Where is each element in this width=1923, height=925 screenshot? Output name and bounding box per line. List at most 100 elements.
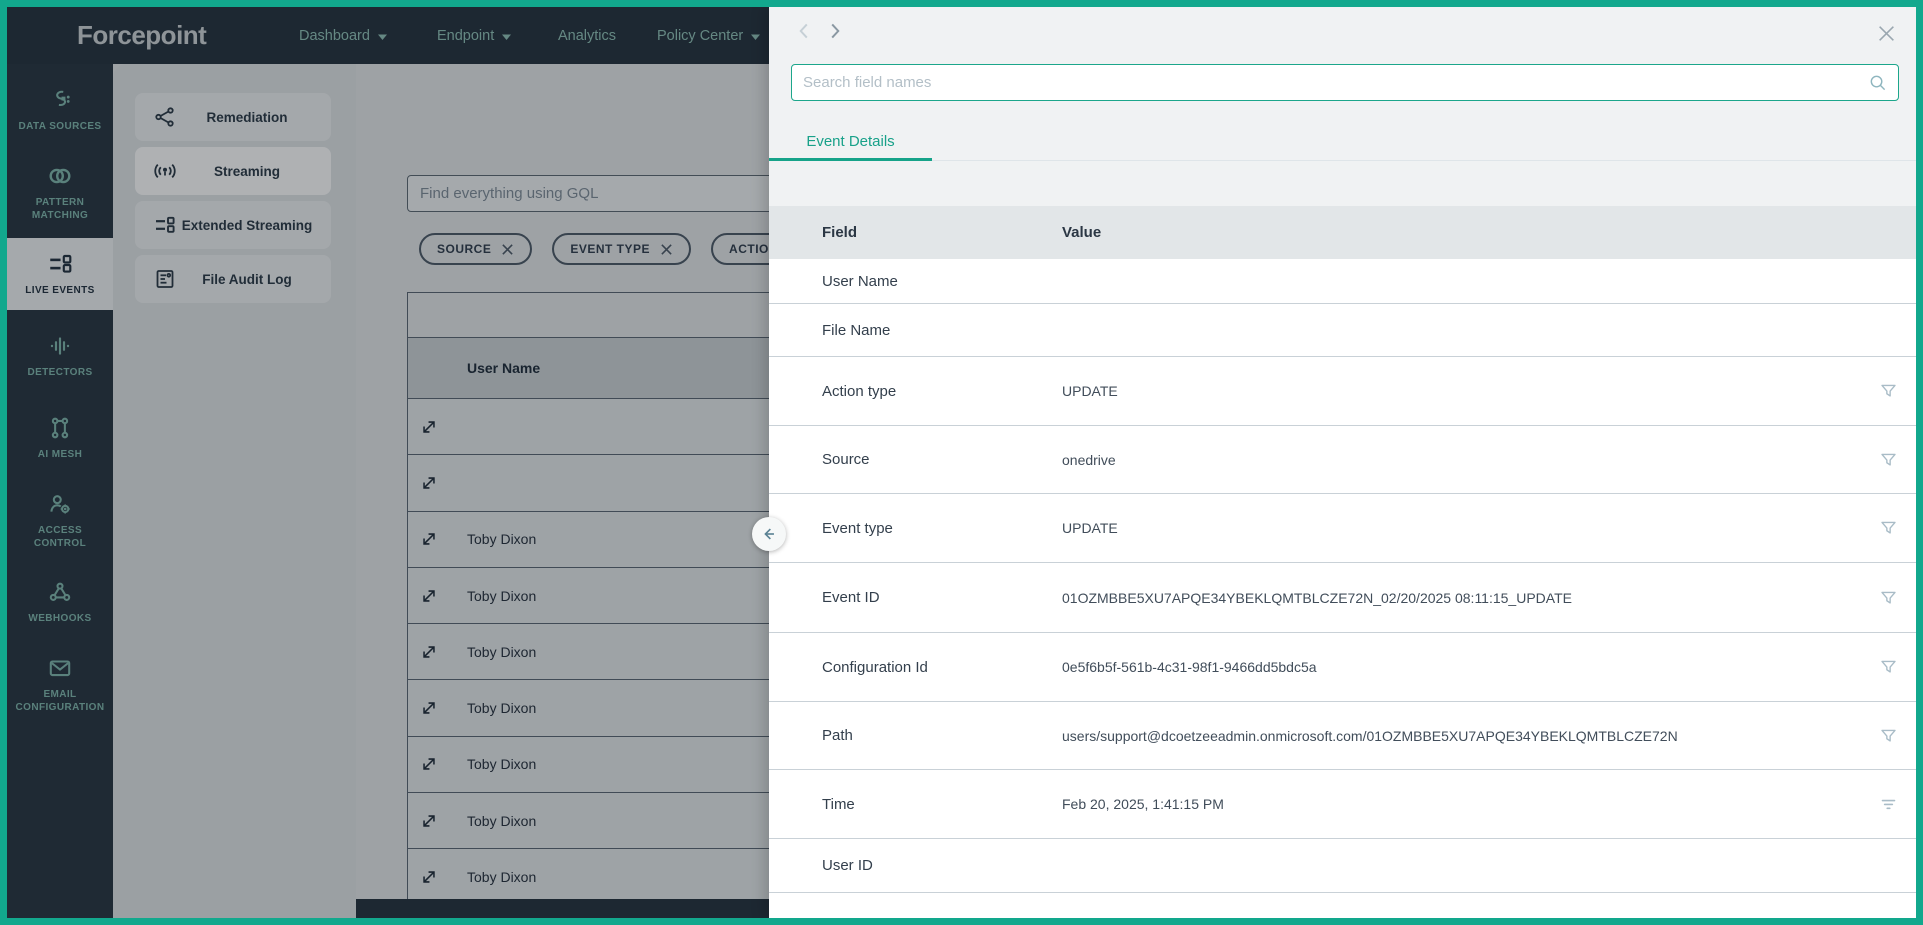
value-column-header: Value xyxy=(1062,224,1102,241)
expand-icon[interactable] xyxy=(420,755,438,773)
sidebar-item-email-configuration[interactable]: EMAIL CONFIGURATION xyxy=(7,643,113,725)
user-name-cell: Toby Dixon xyxy=(467,587,537,604)
user-name-cell: Toby Dixon xyxy=(467,756,537,773)
sidebar-item-ai-mesh[interactable]: AI MESH xyxy=(7,397,113,479)
field-row-action-type: Action type UPDATE xyxy=(769,357,1916,426)
nav-policy-center[interactable]: Policy Center xyxy=(657,7,761,64)
field-name: Source xyxy=(822,451,870,468)
filter-chip-event-type[interactable]: EVENT TYPE xyxy=(552,233,692,265)
field-row-event-id: Event ID 01OZMBBE5XU7APQE34YBEKLQMTBLCZE… xyxy=(769,563,1916,633)
user-name-cell: Toby Dixon xyxy=(467,812,537,829)
field-name: User ID xyxy=(822,857,873,874)
expand-icon[interactable] xyxy=(420,868,438,886)
close-icon[interactable] xyxy=(501,243,514,256)
expand-icon[interactable] xyxy=(420,643,438,661)
secondary-sidebar: Remediation Streaming Extended Streaming… xyxy=(113,64,356,918)
collapse-drawer-button[interactable] xyxy=(752,517,786,551)
field-value: UPDATE xyxy=(1062,520,1118,536)
field-name: Path xyxy=(822,727,853,744)
sidebar-item-label: PATTERN MATCHING xyxy=(31,196,89,221)
field-row-user-id: User ID xyxy=(769,839,1916,893)
user-name-cell: Toby Dixon xyxy=(467,869,537,886)
subnav-remediation[interactable]: Remediation xyxy=(135,93,331,141)
field-value: UPDATE xyxy=(1062,383,1118,399)
sidebar-item-label: DATA SOURCES xyxy=(18,121,102,132)
field-value: users/support@dcoetzeeadmin.onmicrosoft.… xyxy=(1062,727,1678,744)
arrow-left-icon xyxy=(760,525,778,543)
filter-funnel-icon[interactable] xyxy=(1879,450,1898,469)
field-value: onedrive xyxy=(1062,451,1116,468)
previous-event-icon[interactable] xyxy=(791,19,815,43)
field-value: 01OZMBBE5XU7APQE34YBEKLQMTBLCZE72N_02/20… xyxy=(1062,589,1572,606)
expand-icon[interactable] xyxy=(420,474,438,492)
file-audit-log-icon xyxy=(153,267,177,291)
nav-policy-center-label: Policy Center xyxy=(657,27,744,44)
field-name: Configuration Id xyxy=(822,658,928,676)
close-icon[interactable] xyxy=(660,243,673,256)
chevron-down-icon xyxy=(377,34,387,40)
nav-endpoint[interactable]: Endpoint xyxy=(437,7,512,64)
sidebar-item-label: AI MESH xyxy=(37,449,83,460)
nav-analytics-label: Analytics xyxy=(558,27,617,44)
filter-funnel-icon[interactable] xyxy=(1879,726,1898,745)
close-icon[interactable] xyxy=(1874,21,1898,45)
nav-dashboard[interactable]: Dashboard xyxy=(299,7,387,64)
subnav-file-audit-log[interactable]: File Audit Log xyxy=(135,255,331,303)
sidebar-item-data-sources[interactable]: DATA SOURCES xyxy=(7,69,113,151)
filter-funnel-icon[interactable] xyxy=(1879,382,1898,401)
chevron-down-icon xyxy=(502,34,512,40)
expand-icon[interactable] xyxy=(420,418,438,436)
subnav-label: Streaming xyxy=(213,163,281,179)
sidebar-item-detectors[interactable]: DETECTORS xyxy=(7,315,113,397)
next-event-icon[interactable] xyxy=(823,19,847,43)
sidebar-item-label: ACCESS CONTROL xyxy=(33,524,87,549)
filter-funnel-icon[interactable] xyxy=(1879,658,1898,677)
nav-analytics[interactable]: Analytics xyxy=(558,7,616,64)
streaming-icon xyxy=(153,159,177,183)
expand-icon[interactable] xyxy=(420,587,438,605)
subnav-streaming[interactable]: Streaming xyxy=(135,147,331,195)
tab-event-details[interactable]: Event Details xyxy=(769,125,932,161)
field-row-event-type: Event type UPDATE xyxy=(769,494,1916,563)
chip-label: EVENT TYPE xyxy=(570,242,651,256)
email-icon xyxy=(47,655,73,681)
field-name: User Name xyxy=(822,272,898,290)
subnav-label: Extended Streaming xyxy=(181,217,313,233)
field-row-path: Path users/support@dcoetzeeadmin.onmicro… xyxy=(769,702,1916,770)
sidebar-item-access-control[interactable]: ACCESS CONTROL xyxy=(7,479,113,561)
details-table-header: Field Value xyxy=(769,206,1916,259)
subnav-label: File Audit Log xyxy=(202,271,292,287)
filter-chip-source[interactable]: SOURCE xyxy=(419,233,533,265)
sidebar-item-label: WEBHOOKS xyxy=(28,613,92,624)
sidebar-item-live-events[interactable]: LIVE EVENTS xyxy=(7,238,113,310)
field-column-header: Field xyxy=(822,224,858,241)
extended-streaming-icon xyxy=(153,213,177,237)
drawer-tabbar: Event Details xyxy=(769,125,1916,161)
filter-funnel-icon[interactable] xyxy=(1879,519,1898,538)
filter-funnel-icon[interactable] xyxy=(1879,588,1898,607)
field-search xyxy=(791,64,1899,101)
field-search-input[interactable] xyxy=(791,64,1899,101)
chip-label: SOURCE xyxy=(437,242,492,256)
user-name-cell: Toby Dixon xyxy=(467,531,537,548)
webhooks-icon xyxy=(47,579,73,605)
sidebar-item-label: LIVE EVENTS xyxy=(25,285,95,296)
sidebar-item-pattern-matching[interactable]: PATTERN MATCHING xyxy=(7,151,113,233)
subnav-label: Remediation xyxy=(206,109,288,125)
field-row-source: Source onedrive xyxy=(769,426,1916,494)
field-row-file-name: File Name xyxy=(769,304,1916,357)
expand-icon[interactable] xyxy=(420,812,438,830)
main-sidebar: DATA SOURCES PATTERN MATCHING LIVE EVENT… xyxy=(7,64,113,918)
nav-endpoint-label: Endpoint xyxy=(437,27,495,44)
field-name: Event type xyxy=(822,519,893,537)
expand-icon[interactable] xyxy=(420,699,438,717)
field-name: Time xyxy=(822,795,855,813)
field-name: File Name xyxy=(822,321,891,339)
ai-mesh-icon xyxy=(47,415,73,441)
subnav-extended-streaming[interactable]: Extended Streaming xyxy=(135,201,331,249)
expand-icon[interactable] xyxy=(420,530,438,548)
data-sources-icon xyxy=(47,87,73,113)
filter-lines-icon[interactable] xyxy=(1879,795,1898,814)
sidebar-item-webhooks[interactable]: WEBHOOKS xyxy=(7,561,113,643)
